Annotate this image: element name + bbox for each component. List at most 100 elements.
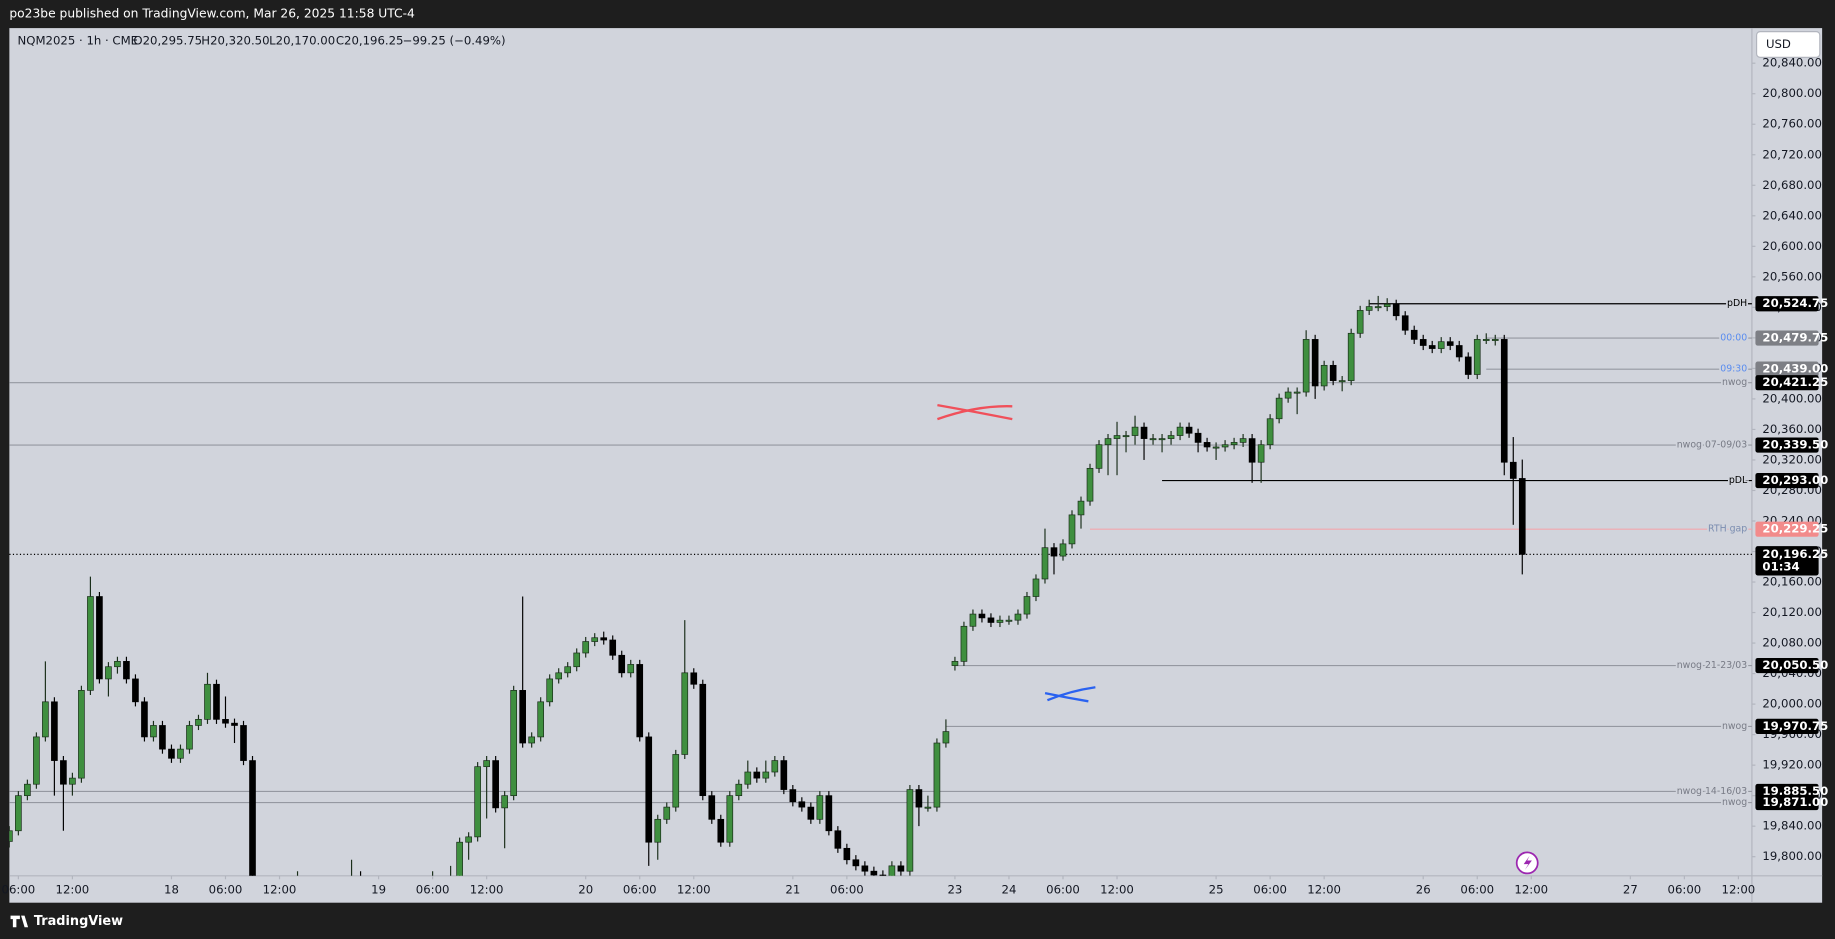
candle-body	[1401, 315, 1409, 331]
price-badge-label: 20,293.00	[1762, 473, 1828, 487]
candle-body	[1050, 547, 1058, 557]
currency-button[interactable]	[1756, 31, 1821, 58]
candle-body	[510, 690, 517, 797]
x-tick-label: 12:00	[56, 882, 90, 896]
candle-body	[1059, 543, 1067, 557]
y-tick-label: 20,320.00	[1762, 452, 1821, 466]
candle-body	[636, 664, 644, 738]
candle-body	[123, 661, 130, 680]
price-badge	[1755, 718, 1819, 735]
candle-body	[528, 736, 535, 744]
y-tick-label: 20,760.00	[1762, 117, 1821, 131]
candle-body	[555, 672, 563, 680]
candle-body	[1302, 339, 1310, 393]
candle-body	[654, 818, 662, 843]
price-badge-label: 20,339.50	[1762, 438, 1828, 452]
price-badge-label: 20,524.75	[1762, 296, 1828, 310]
candle-body	[843, 847, 851, 861]
x-tick-label: 24	[1002, 882, 1017, 896]
candle-body	[78, 690, 85, 779]
candle-body	[969, 613, 977, 627]
candle-body	[1383, 303, 1391, 307]
candle-body	[33, 736, 40, 785]
candle-body	[231, 722, 238, 726]
candle-body	[204, 683, 211, 720]
candle-body	[1032, 578, 1040, 597]
x-tick-label: 12:00	[263, 882, 297, 896]
x-tick-label: 18	[164, 882, 179, 896]
candle-body	[1014, 613, 1022, 621]
candle-body	[1365, 306, 1373, 311]
drawings	[937, 403, 1539, 875]
candle-body	[1518, 478, 1526, 555]
candle-body	[15, 795, 22, 832]
candle-body	[1077, 500, 1085, 516]
candle-body	[51, 701, 58, 761]
level-name: 00:00	[1720, 333, 1747, 344]
candle-body	[1509, 461, 1517, 479]
x-tick-label: 12:00	[470, 882, 504, 896]
candle-body	[1248, 438, 1256, 463]
candle-body	[978, 613, 986, 619]
candle-body	[780, 760, 788, 790]
x-tick-label: 27	[1623, 882, 1638, 896]
candle-body	[582, 641, 590, 654]
candle-body	[42, 701, 49, 738]
candle-body	[942, 731, 950, 744]
candle-body	[888, 865, 896, 876]
candle-body	[771, 760, 779, 773]
x-tick-label: 06:00	[1460, 882, 1494, 896]
y-tick-label: 20,840.00	[1762, 56, 1821, 70]
candle-body	[1023, 596, 1031, 615]
y-tick-label: 20,600.00	[1762, 239, 1821, 253]
price-badge-label: 20,050.50	[1762, 658, 1828, 672]
x-tick-label: 12:00	[1100, 882, 1134, 896]
candle-body	[1311, 339, 1319, 387]
level-name: pDL	[1729, 475, 1748, 486]
candle-body	[1221, 444, 1229, 448]
candle-body	[951, 661, 959, 666]
candle-body	[1347, 332, 1355, 381]
currency[interactable]: USD	[1766, 37, 1791, 51]
candle-body	[1284, 391, 1292, 399]
candle-body	[1410, 329, 1418, 340]
candle-body	[870, 870, 878, 876]
x-tick-label: 12:00	[1514, 882, 1548, 896]
candle-body	[879, 874, 887, 876]
candle-body	[1149, 438, 1157, 441]
candle-body	[690, 672, 698, 685]
candle-body	[1140, 426, 1148, 439]
candle-body	[69, 777, 76, 785]
y-tick-label: 20,560.00	[1762, 269, 1821, 283]
candle-body	[825, 795, 833, 832]
candle-body	[105, 666, 112, 680]
candle-body	[141, 701, 148, 738]
candle-body	[537, 701, 545, 738]
candle-body	[1113, 435, 1121, 439]
candle-body	[1338, 380, 1346, 383]
level-name: RTH gap	[1708, 524, 1747, 535]
ohlc-change: −99.25 (−0.49%)	[403, 33, 506, 47]
candle-body	[987, 617, 995, 623]
price-badge	[1755, 521, 1819, 537]
candle-body	[1194, 432, 1202, 443]
candle-body	[60, 760, 67, 785]
candle-body	[1158, 438, 1166, 441]
x-tick-label: 06:00	[209, 882, 243, 896]
candle-body	[1500, 339, 1508, 463]
x-tick-label: 06:00	[830, 882, 864, 896]
candle-body	[600, 637, 608, 641]
candle-body	[1068, 514, 1076, 545]
candle-body	[1446, 341, 1454, 346]
levels: pDH 00:00 09:30 nwog nwog 07-09/03 pDL RTH gap…	[9, 296, 1752, 810]
candle-body	[618, 654, 626, 674]
candle-body	[798, 801, 806, 808]
x-tick-label: 23	[947, 882, 962, 896]
candle-body	[1392, 303, 1400, 317]
candle-body	[96, 596, 103, 680]
x-tick-label: 20	[578, 882, 593, 896]
publisher-line: po23be published on TradingView.com, Mar…	[9, 7, 415, 21]
candle-body	[924, 806, 932, 809]
candle-body	[708, 795, 716, 820]
